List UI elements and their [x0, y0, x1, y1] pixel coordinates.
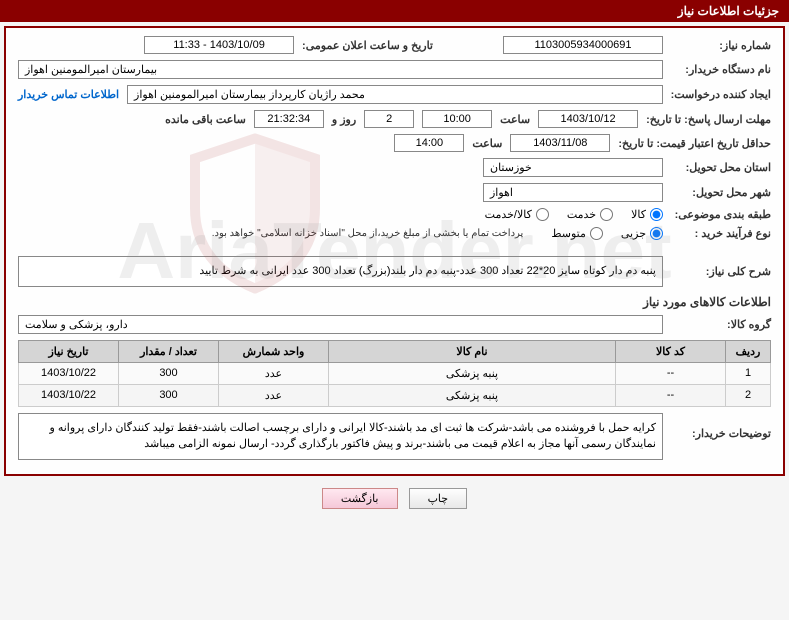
button-bar: چاپ بازگشت: [0, 480, 789, 517]
response-date-field: 1403/10/12: [538, 110, 638, 128]
cell-name: پنبه پزشکی: [329, 362, 616, 384]
page-title: جزئیات اطلاعات نیاز: [678, 4, 779, 18]
city-label: شهر محل تحویل:: [671, 186, 771, 199]
cell-date: 1403/10/22: [19, 362, 119, 384]
contact-link[interactable]: اطلاعات تماس خریدار: [18, 88, 119, 101]
th-row: ردیف: [726, 340, 771, 362]
radio-goods-service[interactable]: کالا/خدمت: [485, 208, 549, 221]
time-remaining-field: 21:32:34: [254, 110, 324, 128]
cell-qty: 300: [119, 362, 219, 384]
radio-goods-service-input[interactable]: [536, 208, 549, 221]
group-field: دارو، پزشکی و سلامت: [18, 315, 663, 334]
th-date: تاریخ نیاز: [19, 340, 119, 362]
th-qty: تعداد / مقدار: [119, 340, 219, 362]
validity-time-field: 14:00: [394, 134, 464, 152]
time-label-1: ساعت: [500, 113, 530, 126]
requester-label: ایجاد کننده درخواست:: [671, 88, 771, 101]
announce-date-field: 1403/10/09 - 11:33: [144, 36, 294, 54]
province-label: استان محل تحویل:: [671, 161, 771, 174]
cell-row: 2: [726, 384, 771, 406]
cell-qty: 300: [119, 384, 219, 406]
response-time-field: 10:00: [422, 110, 492, 128]
radio-goods-service-label: کالا/خدمت: [485, 208, 532, 221]
need-number-field: 1103005934000691: [503, 36, 663, 54]
city-field: اهواز: [483, 183, 663, 202]
cell-unit: عدد: [219, 384, 329, 406]
buyer-desc-label: توضیحات خریدار:: [671, 413, 771, 440]
remaining-label: ساعت باقی مانده: [165, 113, 246, 126]
radio-service-input[interactable]: [600, 208, 613, 221]
buyer-org-label: نام دستگاه خریدار:: [671, 63, 771, 76]
radio-medium-input[interactable]: [590, 227, 603, 240]
cell-unit: عدد: [219, 362, 329, 384]
th-code: کد کالا: [616, 340, 726, 362]
days-and-label: روز و: [332, 113, 356, 126]
radio-goods-input[interactable]: [650, 208, 663, 221]
cell-code: --: [616, 384, 726, 406]
main-panel: AriaTender.net شماره نیاز: 1103005934000…: [4, 26, 785, 476]
cell-row: 1: [726, 362, 771, 384]
radio-goods-label: کالا: [631, 208, 646, 221]
radio-partial-input[interactable]: [650, 227, 663, 240]
table-row: 1--پنبه پزشکیعدد3001403/10/22: [19, 362, 771, 384]
overview-label: شرح کلی نیاز:: [671, 265, 771, 278]
category-label: طبقه بندی موضوعی:: [671, 208, 771, 221]
buyer-org-field: بیمارستان امیرالمومنین اهواز: [18, 60, 663, 79]
province-field: خوزستان: [483, 158, 663, 177]
need-number-label: شماره نیاز:: [671, 39, 771, 52]
radio-service-label: خدمت: [567, 208, 596, 221]
time-label-2: ساعت: [472, 137, 502, 150]
category-radio-group: کالا خدمت کالا/خدمت: [485, 208, 663, 221]
goods-info-title: اطلاعات کالاهای مورد نیاز: [18, 295, 771, 309]
radio-partial-label: جزیی: [621, 227, 646, 240]
process-radio-group: جزیی متوسط: [551, 227, 663, 240]
th-name: نام کالا: [329, 340, 616, 362]
overview-field: پنبه دم دار کوتاه سایز 20*22 تعداد 300 ع…: [18, 256, 663, 287]
th-unit: واحد شمارش: [219, 340, 329, 362]
cell-name: پنبه پزشکی: [329, 384, 616, 406]
print-button[interactable]: چاپ: [409, 488, 468, 509]
requester-field: محمد راژیان کارپرداز بیمارستان امیرالموم…: [127, 85, 663, 104]
goods-table: ردیف کد کالا نام کالا واحد شمارش تعداد /…: [18, 340, 771, 407]
buyer-desc-field: کرایه حمل با فروشنده می باشد-شرکت ها ثبت…: [18, 413, 663, 460]
process-label: نوع فرآیند خرید :: [671, 227, 771, 240]
page-header: جزئیات اطلاعات نیاز: [0, 0, 789, 22]
cell-date: 1403/10/22: [19, 384, 119, 406]
response-deadline-label: مهلت ارسال پاسخ: تا تاریخ:: [646, 113, 771, 126]
radio-goods[interactable]: کالا: [631, 208, 663, 221]
days-remaining-field: 2: [364, 110, 414, 128]
return-button[interactable]: بازگشت: [322, 488, 398, 509]
group-label: گروه کالا:: [671, 318, 771, 331]
radio-medium[interactable]: متوسط: [551, 227, 603, 240]
radio-partial[interactable]: جزیی: [621, 227, 663, 240]
radio-medium-label: متوسط: [551, 227, 586, 240]
table-row: 2--پنبه پزشکیعدد3001403/10/22: [19, 384, 771, 406]
table-header-row: ردیف کد کالا نام کالا واحد شمارش تعداد /…: [19, 340, 771, 362]
validity-label: حداقل تاریخ اعتبار قیمت: تا تاریخ:: [618, 137, 771, 150]
radio-service[interactable]: خدمت: [567, 208, 613, 221]
process-note: پرداخت تمام یا بخشی از مبلغ خرید،از محل …: [212, 228, 524, 239]
cell-code: --: [616, 362, 726, 384]
validity-date-field: 1403/11/08: [510, 134, 610, 152]
announce-date-label: تاریخ و ساعت اعلان عمومی:: [302, 39, 433, 52]
